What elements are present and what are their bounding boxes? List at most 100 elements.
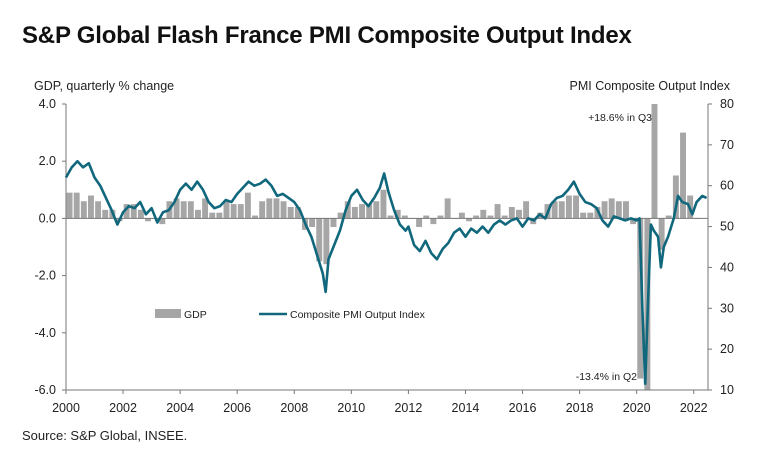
gdp-bar (487, 215, 494, 219)
gdp-bar (680, 132, 686, 219)
gdp-bar (494, 204, 501, 219)
gdp-bar (80, 201, 87, 219)
gdp-bar (458, 212, 465, 219)
legend-pmi-label: Composite PMI Output Index (290, 309, 426, 321)
gdp-bar (565, 195, 572, 219)
x-axis: 2000 2002 2004 2006 2008 2010 2012 2014 2016 2018… (52, 389, 708, 415)
annotation-q3: +18.6% in Q3 (588, 112, 652, 124)
x-tick-label: 2004 (166, 401, 194, 415)
gdp-bar (173, 198, 180, 219)
gdp-bar (337, 212, 344, 219)
gdp-bar (252, 215, 258, 219)
annotation-q2: -13.4% in Q2 (576, 371, 637, 383)
gdp-bars (66, 104, 701, 390)
left-axis: 4.0 2.0 0.0 -2.0 -4.0 -6.0 (34, 97, 67, 397)
gdp-bar (665, 215, 672, 219)
gdp-bar (558, 201, 565, 219)
x-tick-label: 2016 (509, 401, 537, 415)
gdp-bar (223, 201, 230, 219)
gdp-bar (130, 204, 137, 219)
gdp-bar (637, 218, 644, 379)
gdp-bar (209, 212, 216, 219)
gdp-bar (401, 215, 408, 219)
gdp-bar (88, 195, 94, 219)
gdp-bar (466, 218, 472, 222)
gdp-bar (187, 201, 194, 219)
gdp-bar (123, 204, 130, 219)
x-tick-label: 2012 (394, 401, 422, 415)
x-tick-label: 2020 (623, 401, 651, 415)
gdp-bar (137, 209, 144, 219)
left-axis-label: GDP, quarterly % change (34, 79, 174, 93)
gdp-bar (102, 209, 109, 219)
x-tick-label: 2010 (337, 401, 365, 415)
gdp-bar (294, 206, 301, 219)
right-tick-label: 70 (720, 138, 734, 152)
pmi-line (64, 159, 708, 386)
left-tick-label: 0.0 (39, 211, 56, 225)
gdp-bar (580, 212, 587, 219)
gdp-bar (359, 204, 365, 219)
gdp-bar (587, 212, 594, 219)
gdp-bar (159, 218, 166, 225)
right-axis-label: PMI Composite Output Index (570, 79, 731, 93)
gdp-bar (66, 192, 73, 219)
gdp-bar (623, 201, 629, 219)
gdp-bar (394, 209, 401, 219)
gdp-bar (259, 201, 266, 219)
right-tick-label: 60 (720, 179, 734, 193)
legend-gdp-label: GDP (184, 309, 207, 321)
gdp-bar (287, 206, 294, 219)
gdp-bar (373, 201, 380, 219)
gdp-bar (437, 215, 444, 219)
left-tick-label: -4.0 (34, 326, 56, 340)
gdp-bar (351, 206, 358, 219)
gdp-bar (387, 215, 394, 219)
left-tick-label: 4.0 (39, 97, 56, 111)
gdp-bar (551, 201, 558, 219)
gdp-bar (523, 201, 530, 219)
gdp-bar (73, 192, 80, 219)
gdp-bar (230, 204, 237, 219)
gdp-bar (309, 218, 316, 227)
gdp-bar (658, 218, 665, 250)
right-tick-label: 40 (720, 260, 734, 274)
chart-title: S&P Global Flash France PMI Composite Ou… (22, 22, 632, 49)
x-tick-label: 2000 (52, 401, 80, 415)
gdp-bar (316, 218, 323, 262)
right-tick-label: 10 (720, 383, 734, 397)
gdp-bar (202, 198, 209, 219)
gdp-bar (323, 218, 330, 265)
right-tick-label: 80 (720, 97, 734, 111)
x-tick-label: 2008 (280, 401, 308, 415)
gdp-bar (444, 198, 451, 219)
gdp-bar (573, 195, 579, 219)
gdp-bar (508, 206, 515, 219)
x-tick-label: 2006 (223, 401, 251, 415)
left-tick-label: -2.0 (34, 269, 56, 283)
gdp-bar (416, 218, 423, 227)
gdp-bar (195, 209, 201, 219)
x-tick-label: 2014 (452, 401, 480, 415)
gdp-bar (430, 218, 437, 225)
gdp-bar (608, 198, 615, 219)
gdp-bar (330, 218, 337, 227)
gdp-bar (273, 198, 280, 219)
gdp-bar (145, 218, 151, 222)
gdp-bar (651, 104, 658, 219)
x-tick-label: 2018 (566, 401, 594, 415)
right-tick-label: 20 (720, 342, 734, 356)
gdp-bar (95, 201, 102, 219)
right-tick-label: 50 (720, 220, 734, 234)
gdp-bar (516, 209, 522, 219)
gdp-bar (180, 201, 187, 219)
gdp-bar (380, 189, 387, 219)
gdp-bar (216, 212, 223, 219)
gdp-bar (601, 201, 608, 219)
x-tick-label: 2022 (680, 401, 708, 415)
gdp-bar (423, 215, 430, 219)
left-tick-label: 2.0 (39, 154, 56, 168)
gdp-bar (244, 192, 251, 219)
legend: GDP Composite PMI Output Index (155, 309, 426, 321)
